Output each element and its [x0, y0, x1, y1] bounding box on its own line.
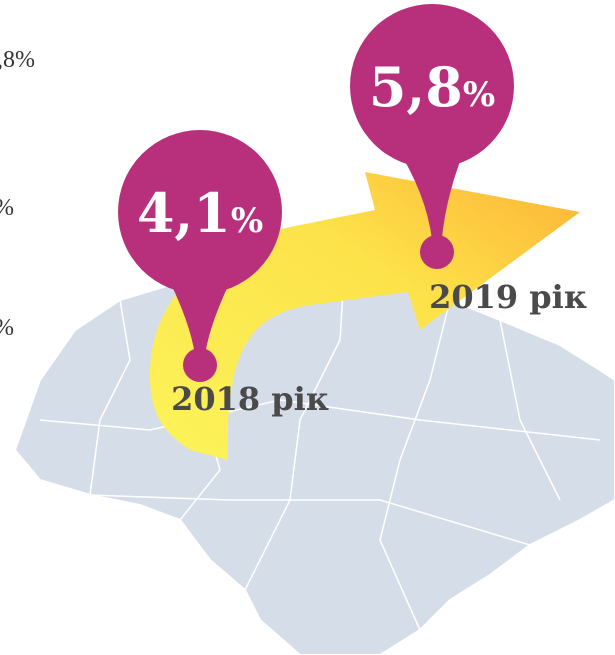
side-label: %: [0, 195, 14, 221]
pin-head: [118, 130, 282, 294]
pin-head: [350, 4, 514, 168]
year-label: 2019 рік: [429, 278, 587, 316]
pin-value: 4,1%: [137, 181, 263, 245]
side-label: ,8%: [0, 47, 35, 73]
pin-unit: %: [231, 201, 263, 241]
pin-tail: [402, 156, 462, 252]
pin-tail: [170, 282, 230, 365]
pin-dot: [183, 348, 217, 382]
pin-dot: [420, 235, 454, 269]
pin-number: 4,1: [137, 181, 231, 245]
pin-value: 5,8%: [369, 55, 495, 119]
pin-number: 5,8: [369, 55, 463, 119]
pin-unit: %: [463, 75, 495, 115]
side-label: %: [0, 315, 14, 341]
year-label: 2018 рік: [171, 380, 329, 418]
map-regions: [39, 257, 601, 631]
